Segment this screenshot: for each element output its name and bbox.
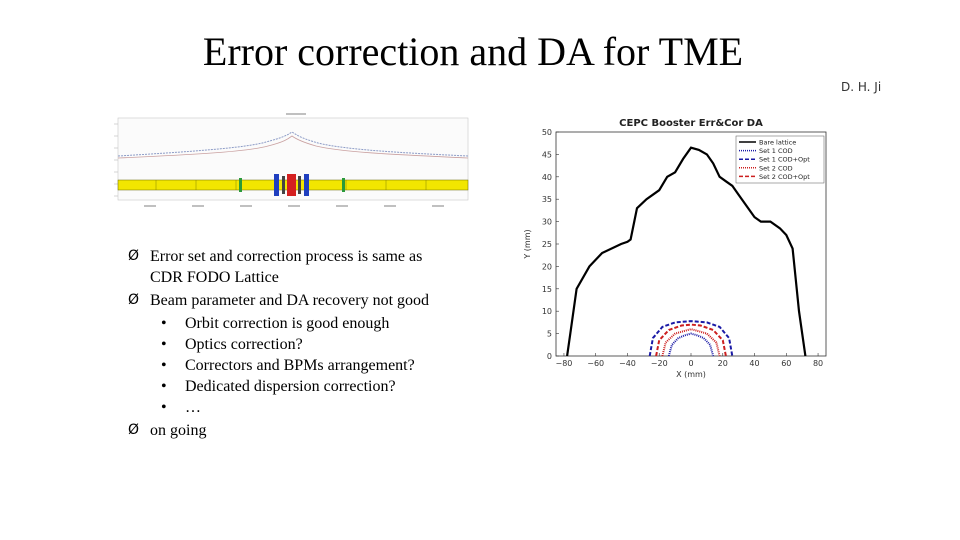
- y-tick-label: 50: [542, 128, 552, 137]
- bullet-text: on going: [150, 422, 207, 439]
- bullet-text-continued: CDR FODO Lattice: [150, 269, 279, 286]
- bullet-marker: Ø: [128, 292, 140, 308]
- sextupole-left: [239, 178, 242, 192]
- y-tick-label: 45: [542, 150, 552, 159]
- y-tick-label: 35: [542, 195, 552, 204]
- series-line: [566, 146, 807, 357]
- lattice-optics-figure: [114, 113, 469, 207]
- legend-label: Set 2 COD: [759, 164, 793, 172]
- beta-curve: [117, 131, 469, 157]
- x-tick-label: −40: [619, 359, 636, 368]
- series-line: [655, 323, 727, 357]
- x-tick-label: 20: [718, 359, 728, 368]
- y-tick-label: 5: [547, 330, 552, 339]
- legend-label: Set 2 COD+Opt: [759, 173, 810, 181]
- sub-bullet-item: • Correctors and BPMs arrangement?: [128, 355, 508, 376]
- bullet-marker: Ø: [128, 422, 140, 438]
- chart-title: CEPC Booster Err&Cor DA: [619, 118, 763, 129]
- marker-left: [282, 176, 285, 194]
- legend-label: Set 1 COD: [759, 147, 793, 155]
- series-line: [648, 320, 734, 357]
- x-axis-label: X (mm): [676, 370, 706, 379]
- legend-label: Bare lattice: [759, 139, 796, 147]
- y-tick-label: 10: [542, 307, 552, 316]
- quad-center: [287, 174, 296, 196]
- legend-label: Set 1 COD+Opt: [759, 156, 810, 164]
- quad-right: [304, 174, 309, 196]
- x-tick-label: 60: [781, 359, 791, 368]
- lattice-mini-title: [286, 113, 306, 115]
- marker-right: [298, 176, 301, 194]
- dispersion-curve: [117, 135, 469, 159]
- sub-bullet-item: • Optics correction?: [128, 334, 508, 355]
- sub-bullet-marker: •: [161, 336, 167, 353]
- sub-bullet-marker: •: [161, 357, 167, 374]
- author-label: D. H. Ji: [841, 80, 882, 94]
- series-line: [667, 332, 715, 357]
- bullet-list: Ø Error set and correction process is sa…: [128, 246, 508, 443]
- series-line: [661, 328, 721, 357]
- legend-box: [735, 135, 825, 184]
- sub-bullet-marker: •: [161, 315, 167, 332]
- quad-left: [274, 174, 279, 196]
- slide-title: Error correction and DA for TME: [202, 29, 744, 74]
- x-tick-label: 40: [749, 359, 759, 368]
- y-tick-label: 15: [542, 285, 552, 294]
- dipole-segments: [155, 180, 427, 190]
- bullet-item: Ø Error set and correction process is sa…: [128, 246, 508, 288]
- x-tick-label: −20: [651, 359, 668, 368]
- bullet-text: Beam parameter and DA recovery not good: [150, 292, 430, 309]
- lattice-y-ticks: [114, 123, 118, 197]
- bullet-item: Ø Beam parameter and DA recovery not goo…: [128, 290, 508, 311]
- sub-bullet-text: Optics correction?: [185, 336, 303, 353]
- x-tick-label: 80: [813, 359, 823, 368]
- sub-bullet-text: Dedicated dispersion correction?: [185, 378, 396, 395]
- sub-bullet-marker: •: [161, 378, 167, 395]
- sub-bullet-item: • Dedicated dispersion correction?: [128, 376, 508, 397]
- x-tick-label: −60: [587, 359, 604, 368]
- x-tick-label: −80: [555, 359, 572, 368]
- y-tick-label: 0: [547, 352, 552, 361]
- x-tick-label: 0: [688, 359, 693, 368]
- bullet-item: Ø on going: [128, 420, 508, 441]
- lattice-x-ticks: [144, 205, 444, 207]
- sextupole-right: [342, 178, 345, 192]
- sub-bullet-text: Orbit correction is good enough: [185, 315, 390, 332]
- y-tick-label: 25: [542, 240, 552, 249]
- da-chart: CEPC Booster Err&Cor DA −80 −60 −40 −20 0 20 40…: [523, 118, 827, 379]
- sub-bullet-marker: •: [161, 399, 167, 416]
- y-axis-label: Y (mm): [523, 229, 532, 259]
- bullet-text: Error set and correction process is same…: [150, 248, 423, 265]
- y-tick-label: 40: [542, 173, 552, 182]
- y-tick-label: 20: [542, 262, 552, 271]
- y-tick-label: 30: [542, 218, 552, 227]
- sub-bullet-item: • Orbit correction is good enough: [128, 313, 508, 334]
- bullet-marker: Ø: [128, 248, 140, 264]
- sub-bullet-text: …: [185, 399, 201, 416]
- sub-bullet-item: •…: [128, 397, 508, 418]
- sub-bullet-text: Correctors and BPMs arrangement?: [185, 357, 415, 374]
